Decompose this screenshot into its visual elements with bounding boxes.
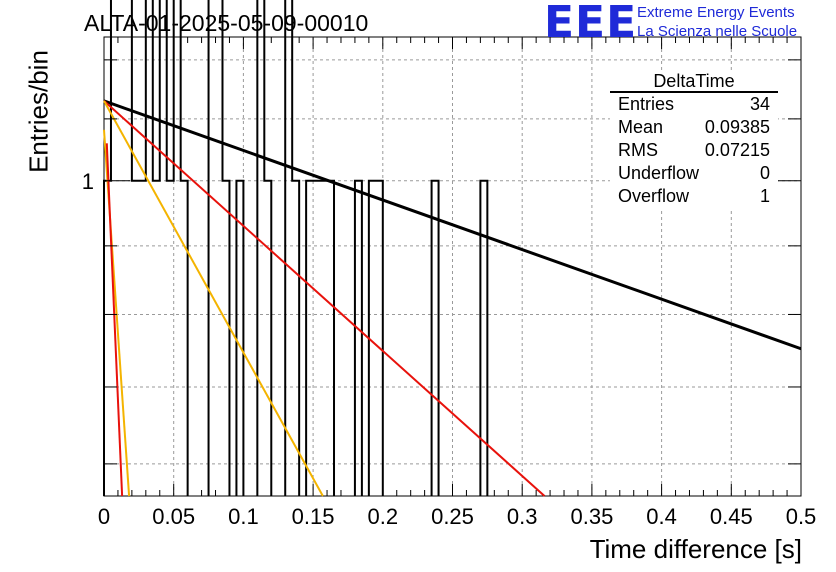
x-tick-label: 0.35 [570,504,613,529]
stats-value: 34 [749,94,770,114]
x-tick-label: 0.5 [786,504,817,529]
stats-label: Overflow [618,186,690,206]
stats-label: Underflow [618,163,700,183]
x-tick-label: 0.25 [431,504,474,529]
stats-row: Mean 0.09385 [610,116,778,139]
x-tick-label: 0.1 [228,504,259,529]
stats-value: 0.07215 [704,140,770,160]
stats-title: DeltaTime [610,70,778,93]
logo-line-1: Extreme Energy Events [637,4,795,21]
histogram-outline [103,0,489,496]
plot-title: ALTA-01-2025-05-09-00010 [84,10,369,36]
stats-label: Entries [618,94,675,114]
fit-line [103,100,546,497]
histogram-bars [103,0,489,496]
stats-row: Underflow 0 [610,162,778,185]
stats-row: Entries 34 [610,93,778,116]
y-axis-label: Entries/bin [23,50,54,173]
x-tick-label: 0 [98,504,110,529]
fit-lines [103,99,802,497]
x-tick-label: 0.2 [368,504,399,529]
stats-row: RMS 0.07215 [610,139,778,162]
x-tick-label: 0.3 [507,504,538,529]
x-tick-label: 0.4 [646,504,677,529]
logo-line-2: La Scienza nelle Scuole [637,23,798,40]
stats-label: Mean [618,117,664,137]
x-tick-label: 0.45 [710,504,753,529]
x-tick-label: 0.15 [292,504,335,529]
x-tick-label: 0.05 [152,504,195,529]
fit-line [103,99,802,351]
fit-line [105,143,124,497]
stats-label: RMS [618,140,658,160]
stats-value: 0.09385 [704,117,770,137]
stats-box: DeltaTime Entries 34 Mean 0.09385 RMS 0.072… [610,70,778,208]
fit-line [103,100,324,497]
stats-value: 0 [759,163,770,183]
axes: 0 0.05 0.1 0.15 0.2 0.25 0.3 0.35 0.4 0.45 0.5 1 [82,37,817,529]
x-axis-label: Time difference [s] [589,534,802,564]
eee-logo-text: Extreme Energy Events La Scienza nelle S… [637,3,797,41]
eee-logo: EEE [544,0,638,48]
y-tick-label: 1 [82,169,94,194]
stats-value: 1 [759,186,770,206]
stats-row: Overflow 1 [610,185,778,208]
